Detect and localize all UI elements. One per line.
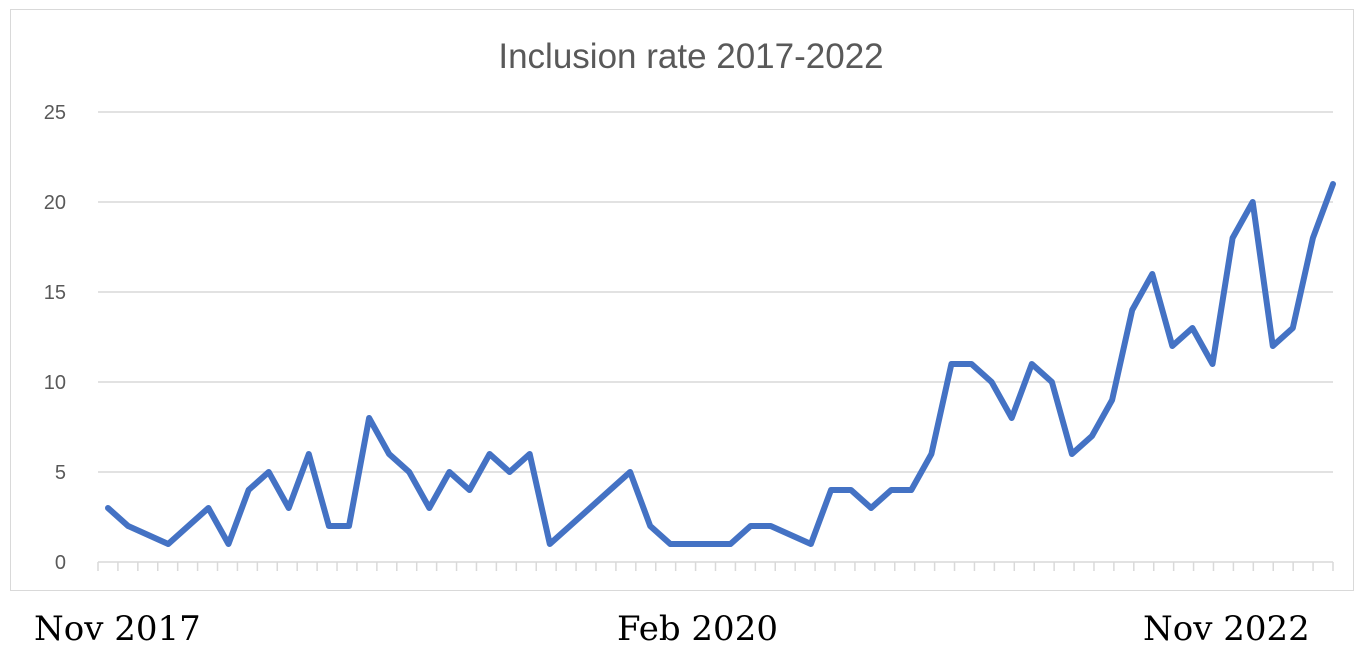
- data-point: [185, 523, 191, 529]
- data-point: [1310, 235, 1316, 241]
- data-point: [808, 541, 814, 547]
- data-point: [1069, 451, 1075, 457]
- data-point: [1029, 361, 1035, 367]
- data-point: [487, 451, 493, 457]
- data-point: [507, 469, 513, 475]
- data-point: [1149, 271, 1155, 277]
- data-point: [989, 379, 995, 385]
- data-point: [707, 541, 713, 547]
- data-point: [567, 523, 573, 529]
- data-point: [768, 523, 774, 529]
- y-axis-tick-labels: 0 5 10 15 20 25: [44, 102, 66, 574]
- data-point: [306, 451, 312, 457]
- data-point: [1169, 343, 1175, 349]
- y-tick-label: 20: [44, 192, 66, 214]
- data-point: [1009, 415, 1015, 421]
- data-point: [1290, 325, 1296, 331]
- y-tick-label: 15: [44, 282, 66, 304]
- data-point: [346, 523, 352, 529]
- data-point: [1089, 433, 1095, 439]
- line-chart: Inclusion rate 2017-2022 0 5 10 15 20 25: [44, 37, 1336, 574]
- data-point: [728, 541, 734, 547]
- data-point: [125, 523, 131, 529]
- data-point: [386, 451, 392, 457]
- data-point: [1049, 379, 1055, 385]
- data-point: [627, 469, 633, 475]
- data-point: [1129, 307, 1135, 313]
- data-point: [1230, 235, 1236, 241]
- y-tick-label: 5: [55, 462, 66, 484]
- data-point: [145, 532, 151, 538]
- data-point: [1210, 361, 1216, 367]
- data-point: [1250, 199, 1256, 205]
- data-point: [426, 505, 432, 511]
- data-point: [587, 505, 593, 511]
- data-point: [969, 361, 975, 367]
- data-point: [105, 505, 111, 511]
- data-point: [687, 541, 693, 547]
- data-point: [948, 361, 954, 367]
- data-point: [748, 523, 754, 529]
- data-point: [547, 541, 553, 547]
- data-point: [366, 415, 372, 421]
- data-point: [848, 487, 854, 493]
- y-tick-label: 0: [55, 552, 66, 574]
- data-point: [326, 523, 332, 529]
- data-point: [928, 451, 934, 457]
- data-point: [908, 487, 914, 493]
- series-line: [105, 181, 1336, 547]
- series-layer: [105, 181, 1336, 547]
- data-point: [165, 541, 171, 547]
- data-point: [1330, 181, 1336, 187]
- date-label-start: Nov 2017: [34, 609, 201, 649]
- data-point: [607, 487, 613, 493]
- data-point: [286, 505, 292, 511]
- data-point: [828, 487, 834, 493]
- data-point: [888, 487, 894, 493]
- gridlines: [98, 111, 1333, 473]
- data-point: [1109, 397, 1115, 403]
- data-point: [527, 451, 533, 457]
- data-point: [406, 469, 412, 475]
- data-point: [647, 523, 653, 529]
- data-point: [667, 541, 673, 547]
- data-point: [225, 541, 231, 547]
- y-tick-label: 10: [44, 372, 66, 394]
- chart-title: Inclusion rate 2017-2022: [498, 37, 883, 76]
- date-label-end: Nov 2022: [1143, 609, 1310, 649]
- data-point: [205, 505, 211, 511]
- data-point: [246, 487, 252, 493]
- data-point: [446, 469, 452, 475]
- data-point: [788, 532, 794, 538]
- date-label-middle: Feb 2020: [617, 609, 778, 649]
- data-point: [466, 487, 472, 493]
- data-point: [266, 469, 272, 475]
- data-point: [1270, 343, 1276, 349]
- data-point: [868, 505, 874, 511]
- y-tick-label: 25: [44, 102, 66, 124]
- chart-frame: Inclusion rate 2017-2022 0 5 10 15 20 25: [10, 9, 1354, 591]
- x-axis: [97, 561, 1334, 571]
- data-point: [1189, 325, 1195, 331]
